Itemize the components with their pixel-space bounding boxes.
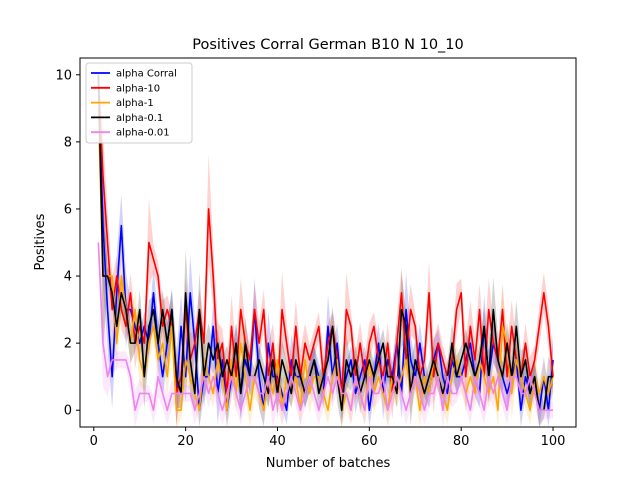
x-tick-label: 20 — [177, 434, 194, 449]
legend-label: alpha-0.01 — [116, 128, 170, 139]
legend: alpha Corral alpha-10 alpha-1 alpha-0.1 alph… — [85, 62, 193, 144]
plot-area-frame — [79, 57, 577, 428]
x-tick-label: 80 — [453, 434, 470, 449]
legend-label: alpha-1 — [116, 98, 154, 109]
legend-label: alpha-10 — [116, 83, 160, 94]
y-tick-label: 4 — [64, 270, 72, 285]
x-axis-label: Number of batches — [266, 456, 391, 471]
series-line-3 — [97, 74, 554, 412]
x-axis: 0 20 40 60 80 100 — [90, 427, 566, 449]
chart-title: Positives Corral German B10 N 10_10 — [192, 37, 464, 53]
x-tick-label: 60 — [361, 434, 378, 449]
legend-label: alpha-0.1 — [116, 113, 163, 124]
series-band-1 — [98, 66, 554, 426]
x-tick-label: 40 — [269, 434, 286, 449]
legend-label: alpha Corral — [116, 69, 177, 80]
x-tick-label: 0 — [90, 434, 98, 449]
x-tick-label: 100 — [541, 434, 566, 449]
y-tick-label: 0 — [64, 404, 72, 419]
series-lines — [97, 74, 554, 412]
series-line-4 — [97, 242, 554, 412]
y-tick-label: 10 — [55, 68, 72, 83]
y-axis: 0 2 4 6 8 10 — [55, 68, 80, 419]
y-tick-label: 6 — [64, 202, 72, 217]
y-tick-label: 8 — [64, 135, 72, 150]
legend-box — [85, 62, 193, 144]
y-tick-label: 2 — [64, 337, 72, 352]
series-line-2 — [97, 108, 554, 412]
y-axis-label: Positives — [33, 213, 48, 270]
